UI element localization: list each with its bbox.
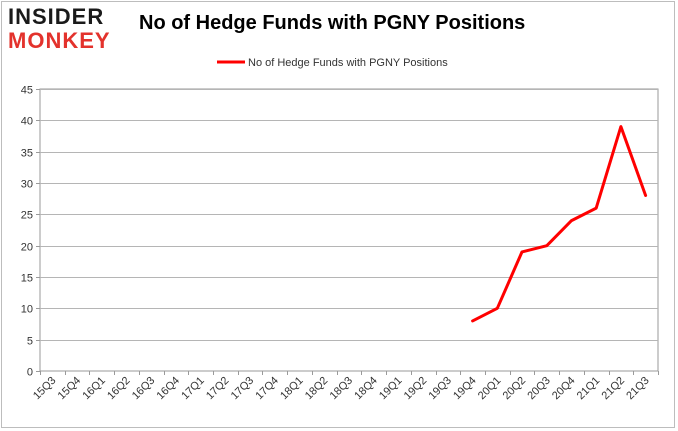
plot-area bbox=[39, 88, 659, 372]
y-tick-label: 15 bbox=[21, 273, 33, 285]
x-tick-label: 20Q2 bbox=[501, 375, 529, 403]
x-tick-label: 19Q1 bbox=[377, 375, 405, 403]
x-tick-label: 16Q1 bbox=[80, 375, 108, 403]
y-tick-label: 25 bbox=[21, 210, 33, 222]
x-tick-label: 17Q4 bbox=[253, 375, 281, 403]
x-tick-label: 21Q3 bbox=[624, 375, 652, 403]
y-tick-label: 5 bbox=[27, 336, 33, 348]
y-tick-label: 0 bbox=[27, 367, 33, 379]
x-tick-label: 20Q1 bbox=[476, 375, 504, 403]
x-tick-label: 15Q3 bbox=[31, 375, 59, 403]
insider-monkey-logo: INSIDER MONKEY bbox=[8, 6, 126, 56]
x-tick-label: 20Q4 bbox=[550, 375, 578, 403]
chart-title: No of Hedge Funds with PGNY Positions bbox=[139, 12, 526, 34]
y-tick-label: 20 bbox=[21, 242, 33, 254]
x-tick-label: 19Q3 bbox=[426, 375, 454, 403]
x-tick-label: 17Q2 bbox=[204, 375, 232, 403]
x-tick-label: 21Q2 bbox=[600, 375, 628, 403]
series-line bbox=[471, 125, 648, 323]
x-tick-label: 16Q2 bbox=[105, 375, 133, 403]
y-tick-label: 45 bbox=[21, 85, 33, 97]
x-tick-label: 21Q1 bbox=[575, 375, 603, 403]
y-tick-label: 30 bbox=[21, 179, 33, 191]
x-tick-label: 16Q4 bbox=[155, 375, 183, 403]
x-tick-label: 18Q4 bbox=[352, 375, 380, 403]
y-tick-label: 35 bbox=[21, 148, 33, 160]
x-tick-label: 18Q3 bbox=[328, 375, 356, 403]
y-tick-label: 40 bbox=[21, 116, 33, 128]
x-tick-label: 16Q3 bbox=[130, 375, 158, 403]
x-tick-label: 18Q1 bbox=[278, 375, 306, 403]
legend-label: No of Hedge Funds with PGNY Positions bbox=[248, 57, 448, 69]
y-tick-label: 10 bbox=[21, 304, 33, 316]
x-tick-label: 19Q4 bbox=[451, 375, 479, 403]
x-tick-label: 20Q3 bbox=[525, 375, 553, 403]
x-tick-label: 15Q4 bbox=[56, 375, 84, 403]
x-tick-label: 18Q2 bbox=[303, 375, 331, 403]
x-tick-label: 17Q3 bbox=[229, 375, 257, 403]
logo-line-1: INSIDER bbox=[8, 4, 105, 29]
x-tick-label: 19Q2 bbox=[402, 375, 430, 403]
logo-line-2: MONKEY bbox=[8, 28, 111, 53]
x-tick-label: 17Q1 bbox=[179, 375, 207, 403]
